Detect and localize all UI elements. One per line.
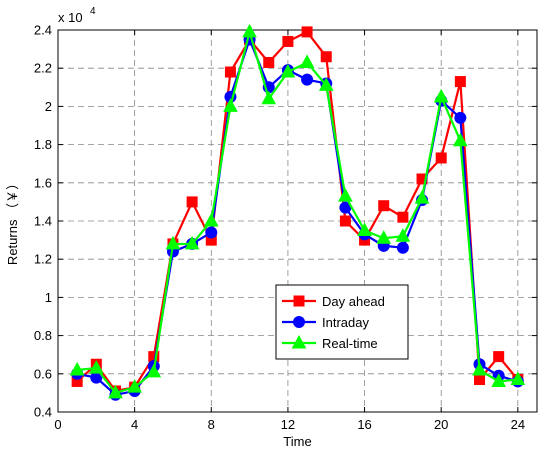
- y-tick-label: 2.2: [34, 61, 52, 76]
- legend-label: Intraday: [322, 315, 369, 330]
- data-point: [453, 132, 468, 147]
- y-tick-label: 2.4: [34, 23, 52, 38]
- data-point: [301, 26, 313, 38]
- legend-label: Real-time: [322, 336, 378, 351]
- data-point: [395, 228, 411, 242]
- data-point: [357, 222, 372, 237]
- y-tick-label: 0.8: [34, 328, 52, 343]
- data-point: [472, 361, 487, 376]
- data-point: [474, 374, 486, 386]
- data-point: [299, 54, 315, 68]
- data-point: [203, 212, 219, 227]
- data-point: [433, 88, 449, 103]
- data-point: [280, 63, 296, 78]
- legend-label: Day ahead: [322, 294, 385, 309]
- y-axis-label: Returns （￥）: [5, 177, 20, 265]
- data-point: [378, 200, 390, 212]
- y-tick-label: 0.6: [34, 366, 52, 381]
- data-point: [263, 56, 275, 68]
- y-tick-label: 1.8: [34, 137, 52, 152]
- y-multiplier-base: x 10: [58, 10, 83, 25]
- data-point: [414, 190, 430, 204]
- data-point: [282, 35, 294, 47]
- data-point: [376, 230, 392, 244]
- data-point: [320, 51, 332, 63]
- y-tick-label: 1: [45, 290, 52, 305]
- data-point: [108, 384, 123, 399]
- data-point: [184, 235, 200, 250]
- y-tick-label: 1.2: [34, 252, 52, 267]
- data-point: [165, 235, 181, 250]
- x-tick-label: 24: [511, 417, 525, 432]
- data-point: [396, 241, 409, 254]
- y-tick-label: 2: [45, 99, 52, 114]
- x-tick-label: 16: [357, 417, 371, 432]
- data-point: [454, 111, 467, 124]
- x-tick-label: 8: [208, 417, 215, 432]
- data-point: [186, 196, 198, 208]
- data-point: [493, 351, 505, 363]
- legend: Day ahead Intraday Real-time: [275, 284, 409, 360]
- data-point: [510, 371, 526, 386]
- y-tick-label: 0.4: [34, 405, 52, 420]
- y-tick-label: 1.6: [34, 175, 52, 190]
- axis-ticks: 0 4 8 12 16 20 24 0.4 0.6 0.8 1 1.2 1.4 1.6 1.8 2 2.2 2.4: [34, 23, 537, 432]
- x-tick-label: 12: [281, 417, 295, 432]
- legend-marker: [291, 334, 307, 349]
- y-multiplier-exponent: 4: [90, 6, 96, 17]
- data-point: [127, 379, 142, 393]
- data-point: [69, 361, 85, 376]
- data-point: [454, 76, 466, 88]
- data-point: [318, 77, 334, 91]
- data-point: [88, 360, 104, 374]
- data-point: [223, 98, 238, 112]
- legend-marker: [293, 295, 305, 307]
- x-tick-label: 4: [131, 417, 138, 432]
- x-axis-label: Time: [283, 434, 311, 449]
- x-tick-label: 20: [434, 417, 448, 432]
- data-point: [338, 188, 353, 202]
- legend-marker: [293, 316, 305, 328]
- data-point: [224, 66, 236, 78]
- series-real-time: [69, 23, 526, 399]
- y-axis-multiplier: x 10 4: [58, 6, 96, 25]
- y-tick-label: 1.4: [34, 214, 52, 229]
- series-group: [69, 23, 526, 401]
- data-point: [205, 226, 218, 239]
- x-tick-label: 0: [54, 417, 61, 432]
- data-point: [242, 23, 257, 38]
- data-point: [339, 215, 351, 227]
- data-point: [301, 73, 314, 86]
- data-point: [146, 363, 162, 378]
- data-point: [261, 90, 277, 105]
- data-point: [491, 373, 507, 387]
- data-point: [397, 211, 409, 223]
- data-point: [435, 152, 447, 164]
